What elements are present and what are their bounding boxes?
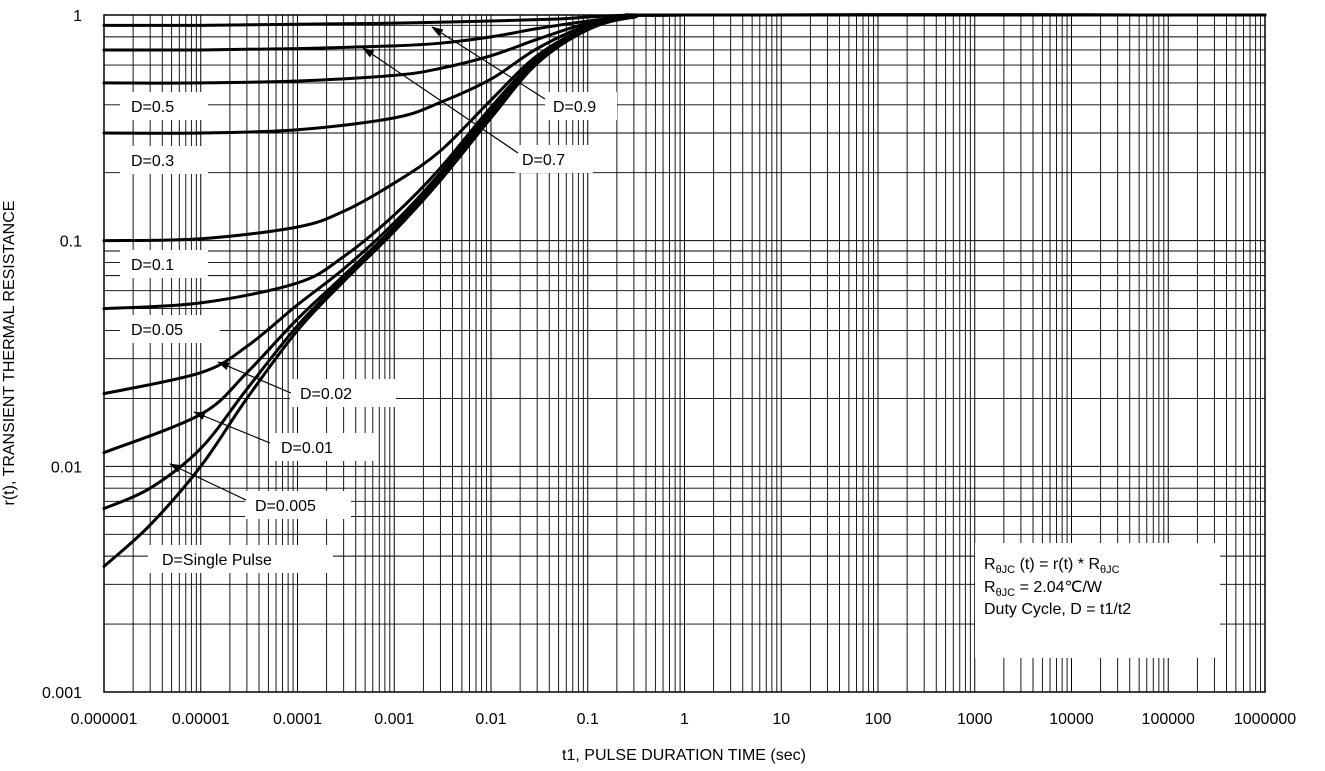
plot-frame	[103, 14, 1266, 693]
annotation-box: RθJC (t) = r(t) * RθJC RθJC = 2.04℃/W Du…	[975, 543, 1220, 658]
y-tick-label: 0.01	[51, 459, 82, 476]
series-label-box	[290, 379, 396, 407]
series-label-box	[120, 92, 208, 120]
x-tick-label: 10000	[1049, 711, 1094, 728]
series-label: D=0.01	[281, 440, 333, 457]
annotation-line-1: RθJC (t) = r(t) * RθJC	[984, 556, 1120, 576]
series-label: D=0.9	[553, 99, 596, 116]
series-label: D=0.5	[131, 99, 174, 116]
series-label-arrow	[431, 26, 546, 100]
series-label: D=0.7	[522, 152, 565, 169]
series-label: D=0.05	[131, 322, 183, 339]
x-tick-label: 0.00001	[172, 711, 230, 728]
series-label-box	[148, 545, 333, 573]
x-tick-label: 0.001	[374, 711, 414, 728]
x-tick-label: 100000	[1142, 711, 1195, 728]
series-label-box	[120, 146, 208, 174]
series-label: D=0.02	[300, 386, 352, 403]
tick-labels: 0.000001 0.00001 0.0001 0.001 0.01 0.1 1 10 100 1…	[42, 8, 1296, 728]
annotation-line-3: Duty Cycle, D = t1/t2	[984, 601, 1131, 618]
series-label-box	[515, 145, 593, 173]
series-label-arrow	[193, 411, 271, 444]
x-tick-label: 100	[865, 711, 892, 728]
x-tick-label: 0.000001	[71, 711, 138, 728]
series-label-box	[120, 315, 220, 343]
series-label-box	[245, 491, 351, 519]
x-tick-label: 1	[680, 711, 689, 728]
series-label: D=0.3	[131, 153, 174, 170]
series-label: D=0.005	[255, 498, 316, 515]
y-axis-title: r(t), TRANSIENT THERMAL RESISTANCE	[1, 201, 18, 506]
series-label-box	[545, 92, 617, 120]
annotation-box-background	[975, 543, 1220, 658]
x-tick-label: 1000000	[1234, 711, 1296, 728]
series-label: D=0.1	[131, 257, 174, 274]
series-label-arrow	[169, 463, 247, 501]
x-axis-title: t1, PULSE DURATION TIME (sec)	[562, 747, 806, 764]
series-label: D=Single Pulse	[162, 552, 272, 569]
grid	[103, 15, 1265, 693]
x-tick-label: 0.0001	[273, 711, 322, 728]
x-tick-label: 10	[772, 711, 790, 728]
annotation-line-2: RθJC = 2.04℃/W	[984, 579, 1103, 599]
y-tick-label: 0.001	[42, 685, 82, 702]
series-label-box	[120, 250, 208, 278]
x-tick-label: 1000	[957, 711, 993, 728]
x-tick-label: 0.01	[475, 711, 506, 728]
y-tick-label: 1	[73, 8, 82, 25]
series-label-arrow	[362, 47, 519, 154]
series-label-box	[270, 433, 376, 461]
y-tick-label: 0.1	[60, 234, 82, 251]
x-tick-label: 0.1	[577, 711, 599, 728]
series-labels: D=0.5 D=0.3 D=0.1 D=0.05 D=0.02 D=0.01 D=0.005…	[120, 26, 617, 573]
series-label-arrow	[217, 361, 292, 394]
